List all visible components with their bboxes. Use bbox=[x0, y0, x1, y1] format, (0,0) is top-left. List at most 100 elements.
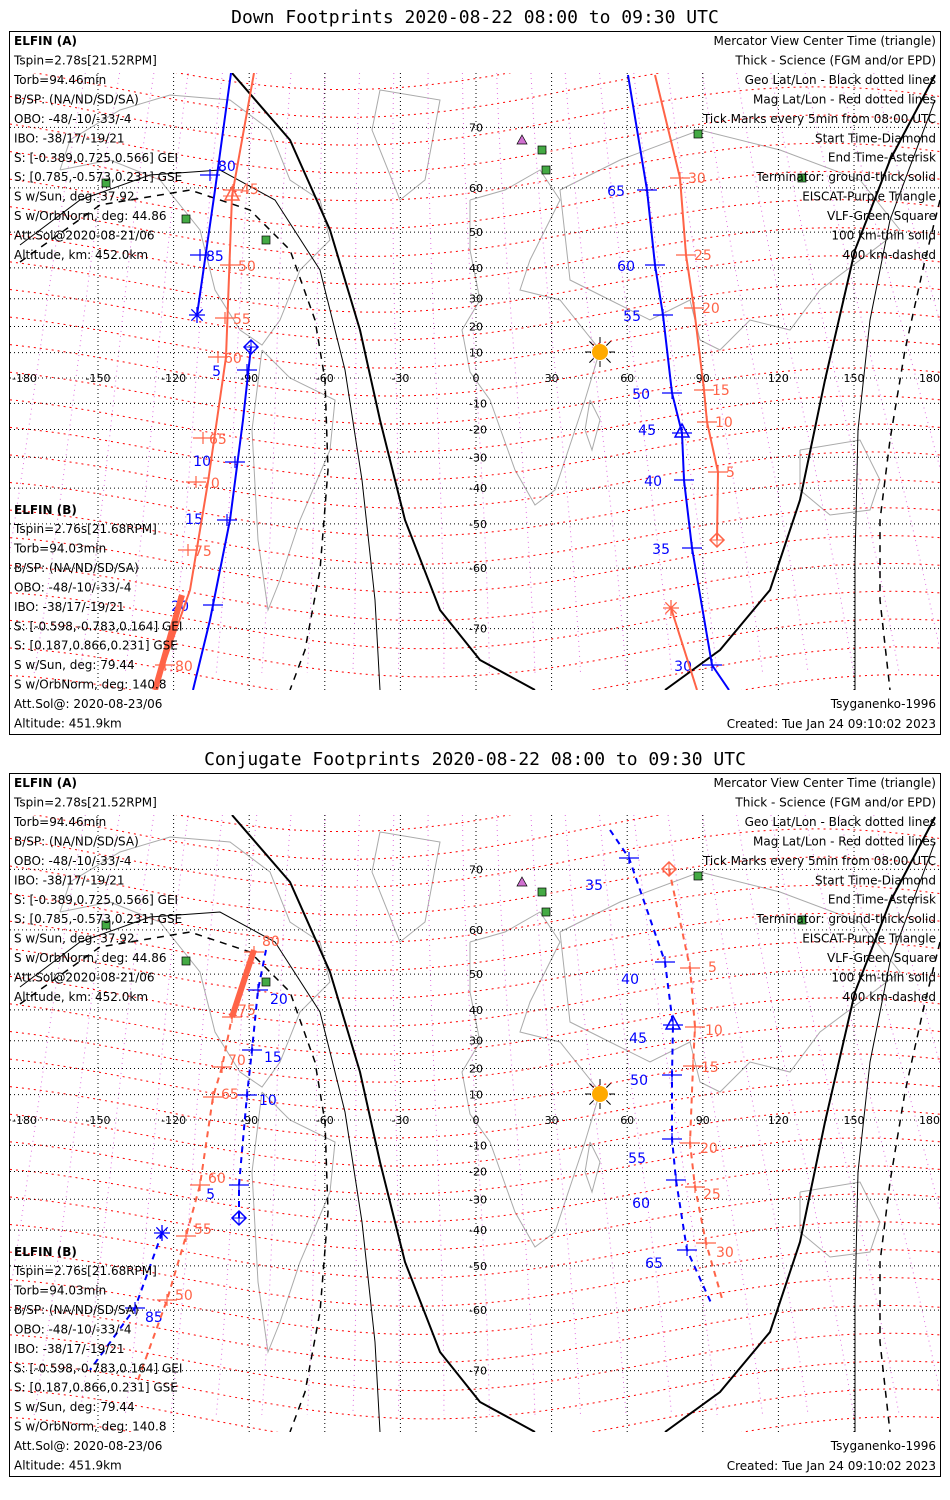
time-tick-mark bbox=[225, 456, 245, 468]
time-tick-mark bbox=[248, 984, 268, 996]
time-tick-mark bbox=[666, 1174, 686, 1186]
terminator-100km bbox=[19, 911, 381, 1432]
lat-tick-label: -50 bbox=[469, 518, 487, 531]
terminator-400km bbox=[19, 931, 329, 1432]
elfin-a-info-line: Altitude, km: 452.0km bbox=[14, 248, 148, 262]
coastline bbox=[799, 1181, 881, 1258]
vlf-square-icon bbox=[797, 915, 807, 925]
mag-lon-line bbox=[392, 815, 400, 1416]
legend-entry: End Time-Asterisk bbox=[828, 151, 936, 165]
mag-lat-line bbox=[10, 1388, 940, 1432]
terminator-100km bbox=[19, 169, 381, 690]
time-tick-mark bbox=[680, 1137, 700, 1149]
time-tick-label: 75 bbox=[238, 1003, 256, 1019]
elfin-a-label: ELFIN (A) bbox=[14, 776, 77, 790]
lat-tick-label: 50 bbox=[469, 968, 483, 981]
mag-lon-line bbox=[667, 73, 764, 674]
time-tick-mark bbox=[653, 309, 673, 321]
legend: Mercator View Center Time (triangle) Thic… bbox=[702, 776, 936, 1004]
mag-lon-line bbox=[633, 73, 718, 674]
mag-lat-line bbox=[10, 828, 940, 888]
lon-tick-label: 120 bbox=[768, 372, 789, 385]
time-tick-label: 35 bbox=[652, 542, 670, 558]
mag-lat-line bbox=[10, 283, 940, 341]
legend-entry: EISCAT-Purple Triangle bbox=[802, 190, 936, 204]
lon-tick-label: 0 bbox=[473, 372, 480, 385]
lat-tick-label: -70 bbox=[469, 623, 487, 636]
down-footprints-panel: Down Footprints 2020-08-22 08:00 to 09:3… bbox=[9, 7, 941, 735]
vlf-square-icon bbox=[261, 977, 271, 987]
time-tick-label: 5 bbox=[726, 465, 735, 481]
mag-lat-line bbox=[10, 1332, 940, 1392]
time-tick-label: 5 bbox=[708, 960, 717, 976]
lon-tick-label: 60 bbox=[620, 372, 634, 385]
time-tick-label: 40 bbox=[621, 972, 639, 988]
elfin-a-info-line: Att.Sol@2020-08-21/06 bbox=[14, 971, 155, 985]
footprint-track-b_east: 5 10 15 20 25 30 bbox=[660, 860, 734, 1303]
time-tick-mark bbox=[157, 1294, 177, 1306]
time-tick-label: 10 bbox=[715, 415, 733, 431]
elfin-a-info-line: Tspin=2.78s[21.52RPM] bbox=[13, 54, 157, 68]
diamond-cross-icon bbox=[232, 1211, 246, 1225]
created-timestamp: Created: Tue Jan 24 09:10:02 2023 bbox=[727, 1459, 936, 1473]
lat-tick-label: 20 bbox=[469, 321, 483, 334]
mag-lon-line bbox=[352, 815, 361, 1416]
sun-rays-icon bbox=[585, 337, 615, 367]
time-tick-label: 55 bbox=[233, 312, 251, 328]
vlf-square-icon bbox=[797, 173, 807, 183]
mag-lat-line bbox=[10, 479, 940, 537]
view-center-triangle-icon bbox=[673, 422, 691, 438]
mag-lat-line bbox=[10, 1025, 940, 1083]
time-tick-label: 50 bbox=[238, 259, 256, 275]
science-segment bbox=[229, 949, 257, 1018]
time-tick-mark bbox=[220, 259, 240, 271]
time-tick-mark bbox=[229, 1179, 249, 1191]
lat-tick-label: -40 bbox=[469, 482, 487, 495]
lon-tick-label: -90 bbox=[240, 372, 258, 385]
time-tick-mark bbox=[662, 1133, 682, 1145]
elfin-b-info-line: IBO: -38/17/-19/21 bbox=[14, 1342, 125, 1356]
mag-lon-line bbox=[667, 815, 764, 1416]
map-area: -180 -150 -120 -90 -60 -30 0 30 60 90 120 150 180706… bbox=[10, 73, 940, 690]
subsolar-point-sun-icon bbox=[592, 1086, 608, 1102]
footprint-track-a_end: 80 85 bbox=[189, 73, 236, 323]
end-time-asterisk-icon bbox=[663, 600, 679, 616]
elfin-b-info-line: S: [-0.598,-0.783,0.164] GEI bbox=[14, 1361, 182, 1375]
mag-lat-line bbox=[10, 1249, 940, 1307]
time-tick-label: 80 bbox=[262, 934, 280, 950]
conjugate-footprints-panel: Conjugate Footprints 2020-08-22 08:00 to… bbox=[9, 749, 941, 1477]
footprint-track-a_end: 85 bbox=[89, 1225, 170, 1371]
elfin-b-info-line: S w/Sun, deg: 79.44 bbox=[14, 1400, 135, 1414]
mag-lat-line bbox=[10, 114, 940, 174]
legend-entry: Geo Lat/Lon - Black dotted lines bbox=[745, 815, 936, 829]
sun-rays-icon bbox=[585, 1079, 615, 1109]
mag-lat-line bbox=[10, 969, 940, 1027]
coastline bbox=[371, 831, 441, 943]
elfin-a-info-line: S w/OrbNorm, deg: 44.86 bbox=[14, 209, 166, 223]
elfin-a-info-line: IBO: -38/17/-19/21 bbox=[14, 131, 125, 145]
elfin-b-info-line: B/SP: (NA/ND/SD/SA) bbox=[14, 561, 139, 575]
vlf-square-icon bbox=[693, 129, 703, 139]
elfin-a-info-line: Torb=94.46min bbox=[13, 73, 106, 87]
mag-lon-line bbox=[633, 815, 718, 1416]
time-tick-label: 35 bbox=[585, 878, 603, 894]
time-tick-mark bbox=[680, 962, 700, 974]
elfin-b-label: ELFIN (B) bbox=[14, 503, 77, 517]
time-tick-label: 60 bbox=[632, 1196, 650, 1212]
time-tick-label: 65 bbox=[209, 432, 227, 448]
vlf-square-icon bbox=[181, 214, 191, 224]
elfin-a-info-line: S w/Sun, deg: 37.92 bbox=[14, 932, 135, 946]
lat-tick-label: 10 bbox=[469, 347, 483, 360]
lat-tick-label: -40 bbox=[469, 1224, 487, 1237]
vlf-square-icon bbox=[537, 145, 547, 155]
elfin-a-info-line: OBO: -48/-10/-33/-4 bbox=[14, 854, 131, 868]
mag-lon-line bbox=[261, 73, 292, 674]
time-tick-mark bbox=[685, 1181, 705, 1193]
time-tick-label: 15 bbox=[264, 1050, 282, 1066]
terminator-ground bbox=[664, 74, 936, 690]
time-tick-label: 10 bbox=[259, 1093, 277, 1109]
panel-frame bbox=[9, 773, 941, 1477]
time-tick-mark bbox=[208, 351, 228, 363]
mag-lat-line bbox=[10, 142, 940, 202]
legend-entry: 100 km-thin solid bbox=[831, 971, 936, 985]
